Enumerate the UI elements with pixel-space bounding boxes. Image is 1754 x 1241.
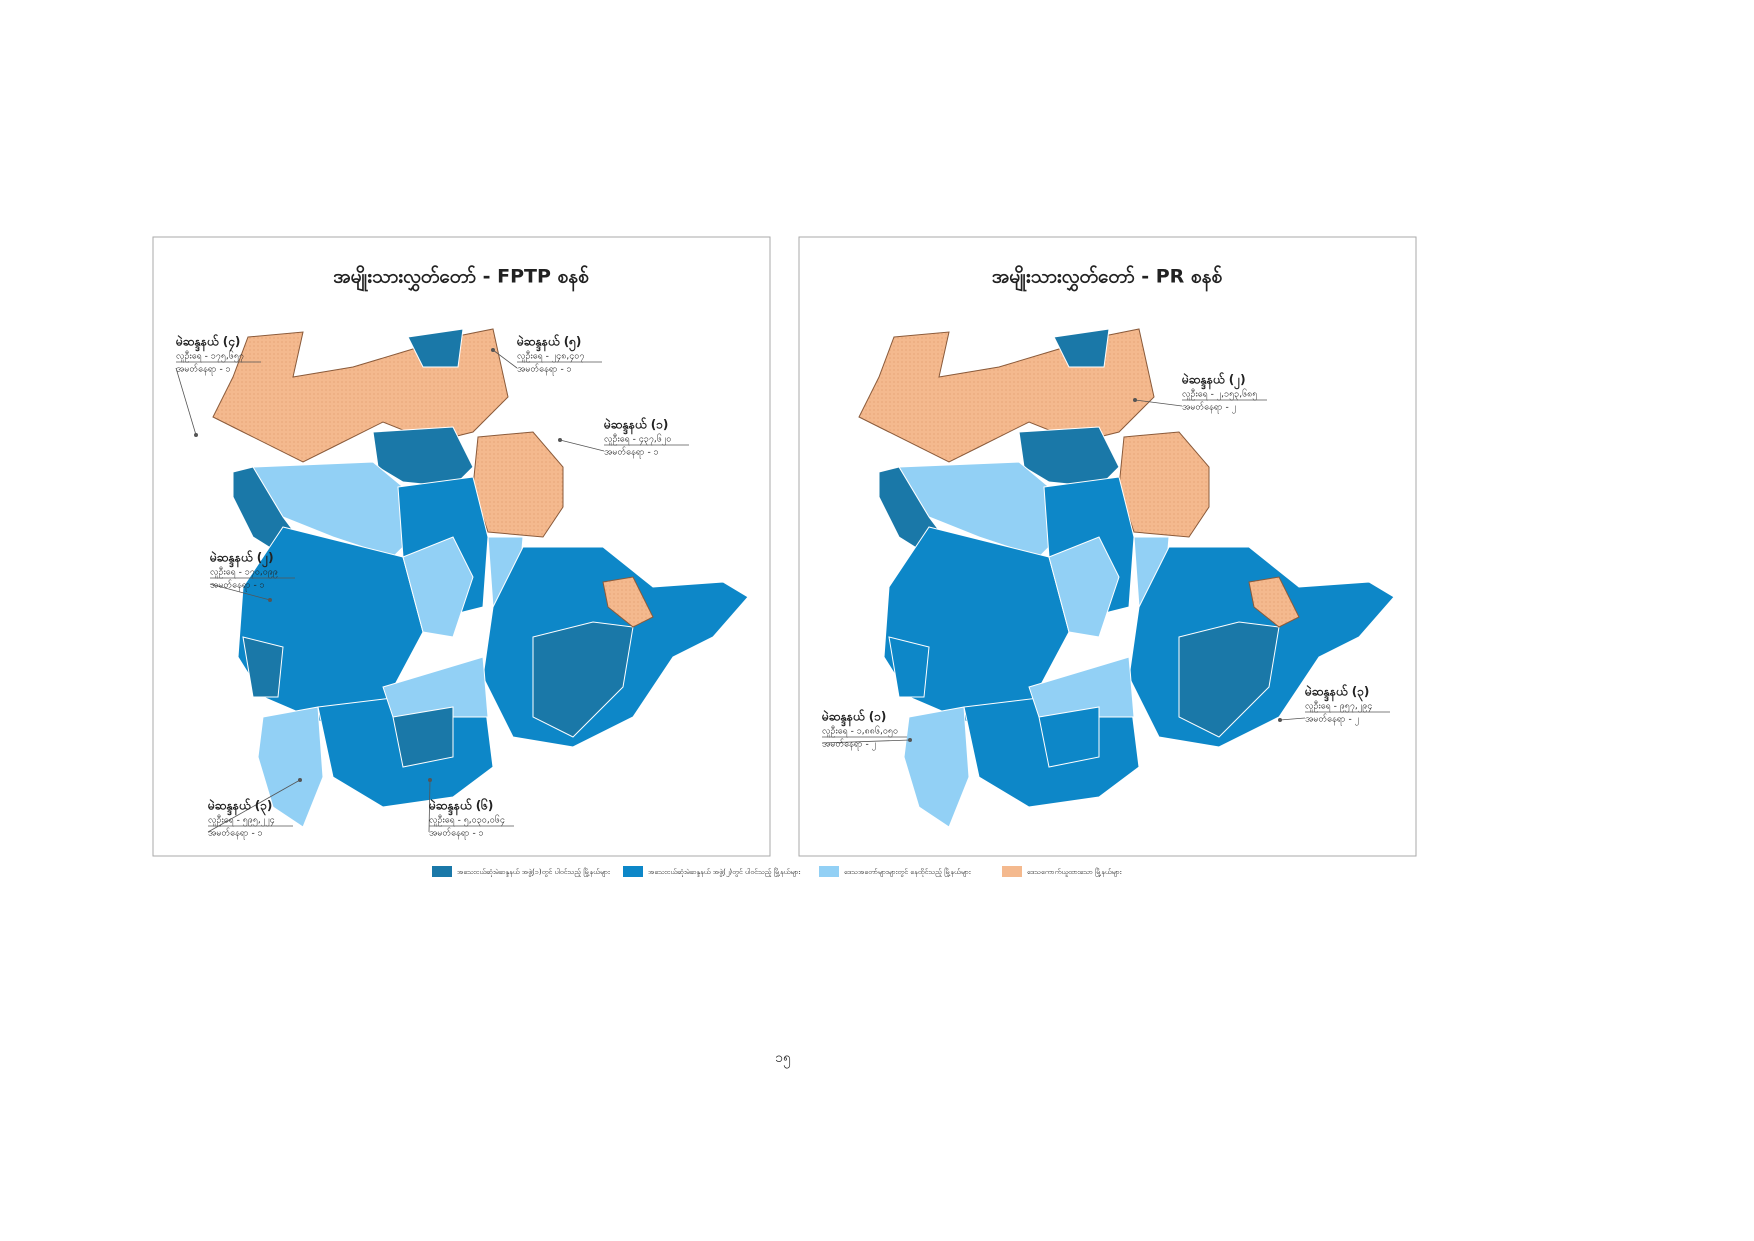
township <box>402 536 474 638</box>
leader-line <box>207 779 301 833</box>
callout-name: မဲဆန္ဒနယ် (၃) <box>207 797 272 817</box>
maps <box>212 328 1395 828</box>
township <box>602 576 654 628</box>
callout-population: လူဦးရေ - ၁၇၅,၆၅၇ <box>176 351 244 363</box>
township <box>1053 328 1110 368</box>
legend-label: ဒေသအတော်များများတွင် နေထိုင်သည့် မြို့နယ… <box>844 867 971 877</box>
legend-label: အသေးငယ်ဆုံးမဲဆန္ဒနယ် အဖွဲ့(၂)တွင် ပါဝင်သ… <box>648 867 800 877</box>
callout-name: မဲဆန္ဒနယ် (၃) <box>1304 683 1369 703</box>
region-map <box>858 328 1395 828</box>
callout-population: လူဦးရေ - ၁၇၀,၀၉၉ <box>210 567 278 579</box>
township <box>1028 656 1135 718</box>
callout-seats: အမတ်နေရာ - ၁ <box>210 580 265 592</box>
legend-label: အသေးငယ်ဆုံးမဲဆန္ဒနယ် အဖွဲ့(၁)တွင် ပါဝင်သ… <box>457 867 610 877</box>
leader-dot <box>298 778 302 782</box>
callout-population: လူဦးရေ - ၂၄၈,၄၀၇ <box>517 351 584 363</box>
legend-swatch <box>623 866 643 877</box>
callout-seats: အမတ်နေရာ - ၂ <box>1305 714 1359 726</box>
callout-population: လူဦးရေ - ၅,၀၃၀,၀၆၄ <box>429 815 505 827</box>
township <box>407 328 464 368</box>
callout-seats: အမတ်နေရာ - ၁ <box>208 828 263 840</box>
callout-seats: အမတ်နေရာ - ၂ <box>1182 402 1236 414</box>
callout-seats: အမတ်နေရာ - ၁ <box>517 364 572 376</box>
callout-population: လူဦးရေ - ၉၅၇,၂၉၄ <box>1305 701 1372 713</box>
callout-name: မဲဆန္ဒနယ် (၆) <box>428 797 493 817</box>
township <box>532 621 634 738</box>
leader-line <box>428 779 431 833</box>
leader-dot <box>558 438 562 442</box>
callout-population: လူဦးရေ - ၂,၁၅၃,၆၈၅ <box>1182 389 1257 401</box>
callout-seats: အမတ်နေရာ - ၁ <box>176 364 231 376</box>
leader-dot <box>194 433 198 437</box>
township <box>382 656 489 718</box>
callout-population: လူဦးရေ - ၄၃၇,၆၂၀ <box>604 434 671 446</box>
page-number: ၁၅ <box>775 1050 791 1068</box>
township <box>1038 706 1100 768</box>
leader-line <box>492 349 518 369</box>
region-map <box>212 328 749 828</box>
leader-dot <box>491 348 495 352</box>
township <box>888 636 930 698</box>
callout-name: မဲဆန္ဒနယ် (၄) <box>175 333 240 353</box>
leader-dot <box>1133 398 1137 402</box>
callout-name: မဲဆန္ဒနယ် (၁) <box>603 416 668 436</box>
leader-line <box>821 739 911 744</box>
legend-swatch <box>1002 866 1022 877</box>
township <box>1248 576 1300 628</box>
leader-dot <box>428 778 432 782</box>
legend-swatch <box>432 866 452 877</box>
callout-name: မဲဆန္ဒနယ် (၁) <box>821 708 886 728</box>
leader-dot <box>268 598 272 602</box>
legend: အသေးငယ်ဆုံးမဲဆန္ဒနယ် အဖွဲ့(၁)တွင် ပါဝင်သ… <box>432 866 1122 877</box>
callout-seats: အမတ်နေရာ - ၁ <box>429 828 484 840</box>
callout-name: မဲဆန္ဒနယ် (၂) <box>1181 371 1246 391</box>
callout-population: လူဦးရေ - ၅၉၅,၂၂၄ <box>208 815 275 827</box>
leader-dot <box>1278 718 1282 722</box>
township <box>242 636 284 698</box>
callout-name: မဲဆန္ဒနယ် (၅) <box>516 333 581 353</box>
legend-swatch <box>819 866 839 877</box>
callout-population: လူဦးရေ - ၁,၈၈၆,၀၅၀ <box>822 726 898 738</box>
callout-seats: အမတ်နေရာ - ၂ <box>822 739 876 751</box>
callout: မဲဆန္ဒနယ် (၁)လူဦးရေ - ၁,၈၈၆,၀၅၀အမတ်နေရာ … <box>821 708 912 751</box>
leader-line <box>209 583 271 601</box>
callout-name: မဲဆန္ဒနယ် (၂) <box>209 549 274 569</box>
leader-line <box>559 439 605 452</box>
township <box>1178 621 1280 738</box>
leader-line <box>175 367 197 436</box>
leader-dot <box>908 738 912 742</box>
legend-label: ဒေသကောက်ယူထားသော မြို့နယ်များ <box>1027 867 1122 877</box>
township <box>392 706 454 768</box>
leader-line <box>1134 399 1183 407</box>
callout-seats: အမတ်နေရာ - ၁ <box>604 447 659 459</box>
leader-line <box>1279 717 1306 721</box>
township <box>1048 536 1120 638</box>
callout: မဲဆန္ဒနယ် (၆)လူဦးရေ - ၅,၀၃၀,၀၆၄အမတ်နေရာ … <box>428 778 514 840</box>
callout: မဲဆန္ဒနယ် (၂)လူဦးရေ - ၂,၁၅၃,၆၈၅အမတ်နေရာ … <box>1133 371 1267 414</box>
